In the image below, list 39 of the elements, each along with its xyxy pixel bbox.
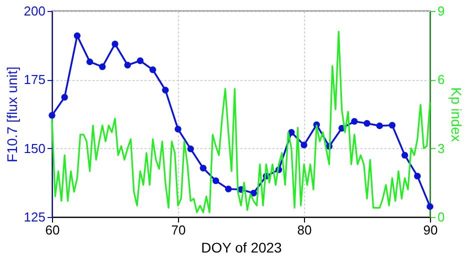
y-tick-label: 125 [24, 210, 46, 224]
point [86, 58, 94, 66]
point [48, 112, 56, 119]
y2-tick-label: 6 [438, 72, 445, 88]
point [250, 190, 257, 196]
point [414, 172, 421, 180]
x-axis-title: DOY of 2023 [201, 240, 282, 256]
point [136, 57, 144, 64]
point [162, 86, 169, 94]
point [112, 40, 118, 48]
point [149, 66, 156, 74]
point [364, 120, 370, 127]
y-axis-title: F10.7 [flux unit] [4, 66, 20, 162]
point [61, 94, 68, 101]
point [74, 32, 81, 40]
point [187, 146, 194, 152]
point [124, 62, 131, 68]
x-tick-label: 60 [45, 222, 60, 238]
y-tick-label: 150 [24, 140, 46, 156]
point [376, 122, 383, 130]
y-tick-label: 200 [24, 4, 46, 18]
y2-axis-title: Kp index [448, 87, 465, 142]
point [300, 142, 308, 148]
x-tick-label: 90 [423, 222, 438, 238]
point [99, 63, 106, 70]
point [388, 122, 396, 129]
point [351, 118, 358, 125]
x-tick-label: 70 [171, 222, 186, 238]
y-tick-label: 175 [24, 72, 46, 88]
y2-tick-label: 0 [438, 210, 445, 224]
point [174, 126, 182, 132]
y2-tick-label: 9 [438, 4, 445, 18]
y2-tick-label: 3 [438, 140, 445, 156]
point [200, 164, 207, 172]
x-tick-label: 80 [297, 222, 312, 238]
point [212, 177, 220, 184]
point [225, 186, 232, 192]
point [426, 203, 434, 210]
point [401, 152, 408, 159]
